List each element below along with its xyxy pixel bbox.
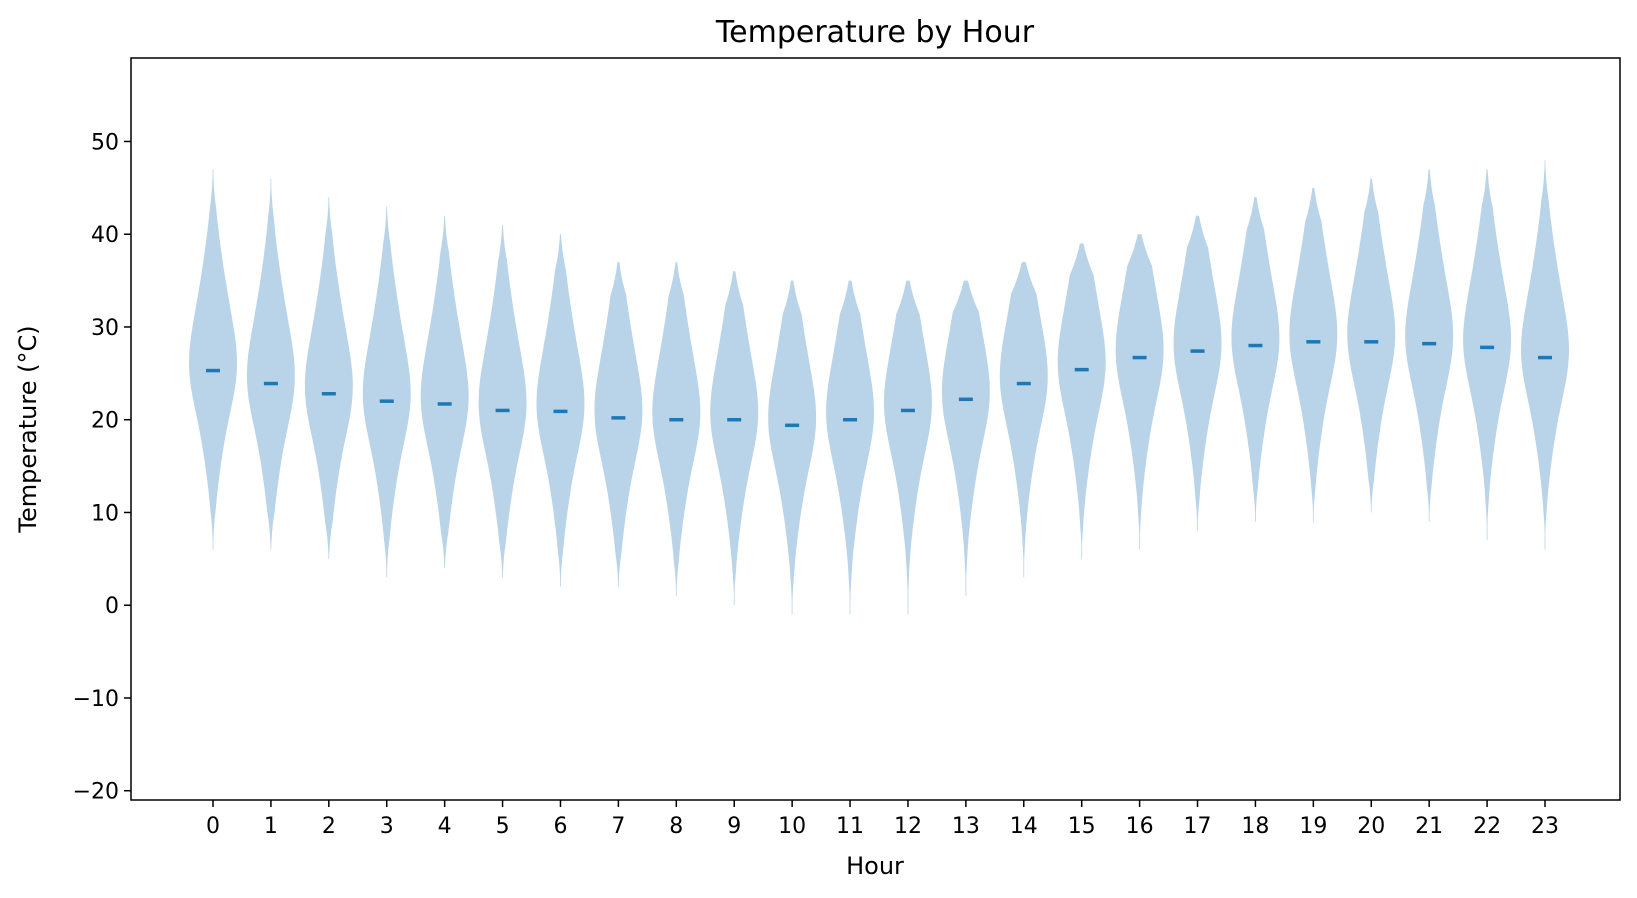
violin-body (594, 262, 643, 587)
x-tick-label: 5 (496, 814, 510, 839)
x-tick-label: 20 (1357, 814, 1385, 839)
violin-body (884, 280, 932, 615)
x-tick-label: 4 (438, 814, 452, 839)
y-tick-label: −10 (73, 687, 119, 712)
x-tick-label: 2 (322, 814, 336, 839)
violin-body (1173, 215, 1222, 531)
violin-body (1405, 169, 1454, 522)
y-axis: −20 −10 0 10 20 30 40 50 (73, 130, 131, 805)
violin-body (768, 280, 817, 615)
chart-title: Temperature by Hour (715, 15, 1035, 50)
x-tick-label: 19 (1299, 814, 1327, 839)
violin-body (1521, 160, 1569, 550)
x-tick-label: 8 (669, 814, 683, 839)
violin-body (710, 271, 759, 606)
x-tick-label: 14 (1010, 814, 1038, 839)
x-tick-label: 22 (1473, 814, 1501, 839)
x-tick-label: 1 (264, 814, 278, 839)
x-axis: 0 1 2 3 4 5 6 7 8 9 10 11 12 13 14 15 16 17 18 19 20 21 22 23 (206, 800, 1559, 839)
violins-group (189, 160, 1569, 615)
violin-body (304, 197, 353, 559)
x-tick-label: 21 (1415, 814, 1443, 839)
violin-body (826, 280, 874, 615)
violin-body (999, 262, 1048, 578)
y-axis-label: Temperature (°C) (14, 325, 42, 533)
violin-body (1463, 169, 1512, 541)
violin-body (362, 206, 411, 578)
x-tick-label: 17 (1184, 814, 1212, 839)
plot-area-frame (130, 57, 1621, 801)
violin-body (652, 262, 701, 596)
violin-body (1231, 197, 1280, 522)
y-tick-label: 10 (91, 501, 119, 526)
violin-body (1057, 243, 1106, 559)
y-tick-label: 20 (91, 409, 119, 434)
violin-body (1347, 178, 1396, 513)
violin-body (189, 169, 237, 550)
x-tick-label: 12 (894, 814, 922, 839)
medians-group (206, 340, 1552, 428)
x-tick-label: 18 (1241, 814, 1269, 839)
violin-body (420, 215, 469, 569)
y-tick-label: 40 (91, 223, 119, 248)
x-tick-label: 11 (836, 814, 864, 839)
x-tick-label: 16 (1126, 814, 1154, 839)
y-tick-label: 0 (105, 594, 119, 619)
violin-body (1289, 187, 1338, 522)
x-tick-label: 3 (380, 814, 394, 839)
x-axis-label: Hour (846, 852, 904, 880)
y-tick-label: 50 (91, 130, 119, 155)
y-tick-label: −20 (73, 780, 119, 805)
x-tick-label: 7 (611, 814, 625, 839)
y-tick-label: 30 (91, 316, 119, 341)
violin-body (941, 280, 990, 596)
x-tick-label: 10 (778, 814, 806, 839)
violin-body (246, 178, 295, 550)
x-tick-label: 0 (206, 814, 220, 839)
x-tick-label: 9 (727, 814, 741, 839)
x-tick-label: 15 (1068, 814, 1096, 839)
x-tick-label: 13 (952, 814, 980, 839)
x-tick-label: 23 (1531, 814, 1559, 839)
violin-body (478, 224, 527, 578)
violin-body (1115, 234, 1164, 550)
x-tick-label: 6 (553, 814, 567, 839)
